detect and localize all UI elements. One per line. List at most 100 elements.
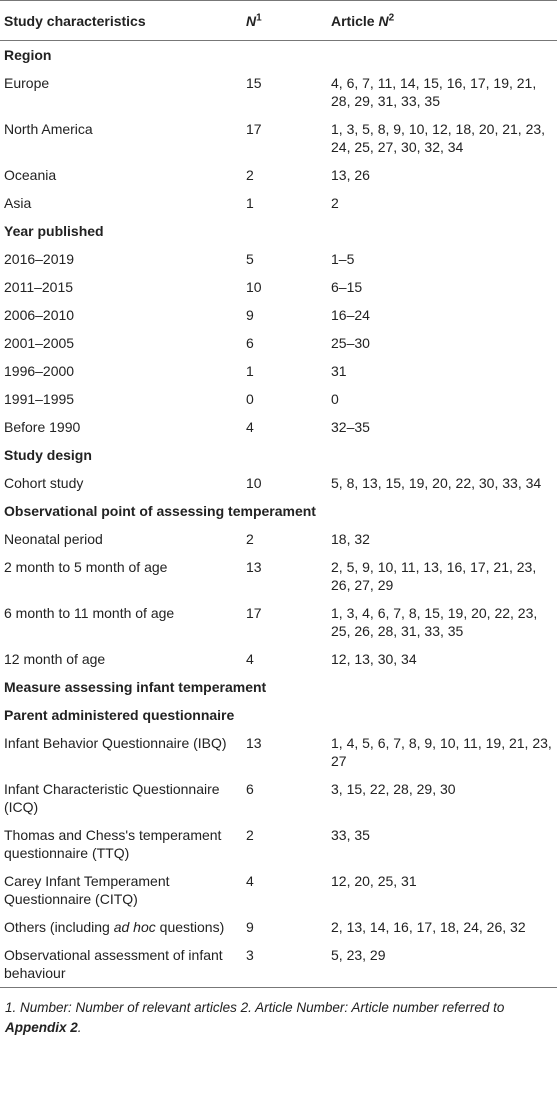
label-cell: Asia [4, 195, 32, 211]
articles-cell: 2, 13, 14, 16, 17, 18, 24, 26, 32 [331, 919, 526, 935]
articles-cell: 2, 5, 9, 10, 11, 13, 16, 17, 21, 23, 26,… [331, 559, 537, 593]
table-row: Before 1990 4 32–35 [0, 413, 557, 441]
table-row: 2006–2010 9 16–24 [0, 301, 557, 329]
header-cell: Study characteristics [4, 12, 146, 29]
count-cell: 4 [246, 873, 254, 889]
count-cell: 9 [246, 307, 254, 323]
table-row: Europe 15 4, 6, 7, 11, 14, 15, 16, 17, 19,… [0, 69, 557, 115]
table-row: Observational point of assessing tempera… [0, 497, 557, 525]
label-cell: 1996–2000 [4, 363, 75, 379]
table-row: Infant Characteristic Questionnaire (ICQ… [0, 775, 557, 821]
count-cell: 3 [246, 947, 254, 963]
articles-cell: 5, 8, 13, 15, 19, 20, 22, 30, 33, 34 [331, 475, 542, 491]
label-cell: Infant Characteristic Questionnaire (ICQ… [4, 781, 220, 815]
header-symbol: N [378, 12, 389, 29]
count-cell: 2 [246, 531, 254, 547]
section-cell: Parent administered questionnaire [4, 707, 235, 723]
footnote-text: 1. Number: Number of relevant articles 2… [5, 1000, 505, 1015]
count-cell: 17 [246, 605, 262, 621]
articles-cell: 4, 6, 7, 11, 14, 15, 16, 17, 19, 21, 28,… [331, 75, 537, 109]
section-cell: Study design [4, 447, 92, 463]
table-row: 6 month to 11 month of age 17 1, 3, 4, 6, … [0, 599, 557, 645]
label-cell: 2011–2015 [4, 279, 74, 295]
count-cell: 6 [246, 781, 254, 797]
table-row: 2001–2005 6 25–30 [0, 329, 557, 357]
articles-cell: 12, 13, 30, 34 [331, 651, 417, 667]
articles-cell: 0 [331, 391, 339, 407]
label-italic: ad hoc [113, 919, 156, 935]
articles-cell: 18, 32 [331, 531, 370, 547]
label-cell: 12 month of age [4, 651, 106, 667]
count-cell: 1 [246, 195, 254, 211]
articles-cell: 1, 3, 4, 6, 7, 8, 15, 19, 20, 22, 23, 25… [331, 605, 538, 639]
count-cell: 4 [246, 651, 254, 667]
count-cell: 2 [246, 167, 254, 183]
characteristics-table: Study characteristics N1 Article N2 Regi… [0, 0, 557, 988]
label-cell: 2006–2010 [4, 307, 75, 323]
table-row: Asia 1 2 [0, 189, 557, 217]
label-cell: 6 month to 11 month of age [4, 605, 175, 621]
table-body: Region Europe 15 4, 6, 7, 11, 14, 15, 16, 1… [0, 41, 557, 988]
count-cell: 2 [246, 827, 254, 843]
articles-cell: 16–24 [331, 307, 370, 323]
footnote: 1. Number: Number of relevant articles 2… [0, 988, 557, 1038]
count-cell: 4 [246, 419, 254, 435]
table-row: 1996–2000 1 31 [0, 357, 557, 385]
articles-cell: 1–5 [331, 251, 355, 267]
count-cell: 5 [246, 251, 254, 267]
articles-cell: 1, 3, 5, 8, 9, 10, 12, 18, 20, 21, 23, 2… [331, 121, 546, 155]
section-cell: Year published [4, 223, 104, 239]
count-cell: 6 [246, 335, 254, 351]
label-cell: Others (including ad hoc questions) [0, 913, 242, 941]
articles-cell: 31 [331, 363, 347, 379]
count-cell: 1 [246, 363, 254, 379]
header-cell: N1 [242, 1, 327, 41]
header-row: Study characteristics N1 Article N2 [0, 0, 557, 41]
table-row: Thomas and Chess's temperament questionn… [0, 821, 557, 867]
articles-cell: 32–35 [331, 419, 370, 435]
label-cell: North America [4, 121, 93, 137]
count-cell: 9 [246, 919, 254, 935]
table-row: North America 17 1, 3, 5, 8, 9, 10, 12, 18… [0, 115, 557, 161]
label-cell: 2016–2019 [4, 251, 75, 267]
label-text: questions) [155, 919, 225, 935]
count-cell: 10 [246, 475, 262, 491]
count-cell: 0 [246, 391, 254, 407]
header-sup: 1 [256, 11, 262, 23]
table-row: Infant Behavior Questionnaire (IBQ) 13 1, … [0, 729, 557, 775]
label-cell: 2 month to 5 month of age [4, 559, 168, 575]
count-cell: 17 [246, 121, 262, 137]
section-cell: Region [4, 47, 52, 63]
table-row: Parent administered questionnaire [0, 701, 557, 729]
section-cell: Measure assessing infant temperament [4, 679, 267, 695]
label-text: Others (including [4, 919, 114, 935]
table-row: 2 month to 5 month of age 13 2, 5, 9, 10, … [0, 553, 557, 599]
table-row: Cohort study 10 5, 8, 13, 15, 19, 20, 22, … [0, 469, 557, 497]
label-cell: Oceania [4, 167, 57, 183]
articles-cell: 2 [331, 195, 339, 211]
label-cell: Carey Infant Temperament Questionnaire (… [4, 873, 170, 907]
label-cell: 1991–1995 [4, 391, 75, 407]
table-row: Carey Infant Temperament Questionnaire (… [0, 867, 557, 913]
articles-cell: 6–15 [331, 279, 363, 295]
section-cell: Observational point of assessing tempera… [4, 503, 316, 519]
footnote-link: Appendix 2 [5, 1020, 78, 1035]
label-cell: Infant Behavior Questionnaire (IBQ) [4, 735, 227, 751]
table-row: Study design [0, 441, 557, 469]
table-row: Year published [0, 217, 557, 245]
footnote-end: . [77, 1020, 82, 1035]
header-cell: Article N2 [327, 1, 557, 41]
header-sup: 2 [388, 11, 395, 23]
articles-cell: 12, 20, 25, 31 [331, 873, 417, 889]
articles-cell: 5, 23, 29 [331, 947, 386, 963]
articles-cell: 3, 15, 22, 28, 29, 30 [331, 781, 456, 797]
table-row: Others (including ad hoc questions) 9 2, 1… [0, 913, 557, 941]
count-cell: 15 [246, 75, 262, 91]
label-cell: Neonatal period [4, 531, 103, 547]
articles-cell: 33, 35 [331, 827, 370, 843]
table-row: 2011–2015 10 6–15 [0, 273, 557, 301]
label-cell: Thomas and Chess's temperament questionn… [4, 827, 222, 861]
table-row: Oceania 2 13, 26 [0, 161, 557, 189]
table-row: Measure assessing infant temperament [0, 673, 557, 701]
